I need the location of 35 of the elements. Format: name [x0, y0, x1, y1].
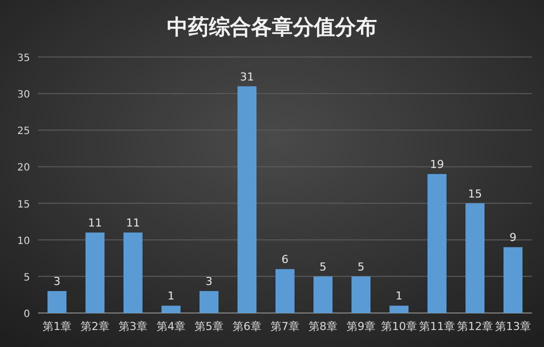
x-tick-label: 第13章: [495, 320, 531, 333]
data-label: 11: [126, 216, 140, 230]
x-tick-label: 第1章: [42, 320, 72, 333]
data-label: 1: [396, 290, 402, 303]
x-tick-label: 第7章: [270, 320, 300, 333]
data-label: 19: [430, 158, 444, 172]
x-tick-label: 第11章: [419, 320, 455, 333]
y-tick-label: 30: [17, 90, 30, 101]
x-tick-label: 第12章: [457, 320, 493, 333]
x-tick-label: 第8章: [308, 320, 338, 333]
data-label: 5: [358, 260, 364, 274]
data-label: 31: [240, 70, 254, 84]
x-tick-label: 第2章: [80, 320, 110, 333]
x-tick-label: 第6章: [232, 320, 262, 333]
data-label: 1: [168, 290, 174, 303]
x-tick-label: 第5章: [194, 320, 224, 333]
x-tick-label: 第4章: [156, 320, 186, 333]
y-tick-label: 20: [17, 162, 30, 174]
data-label: 6: [282, 253, 288, 266]
y-tick-label: 25: [17, 126, 30, 138]
x-tick-label: 第9章: [346, 320, 376, 333]
y-tick-label: 35: [17, 53, 30, 64]
data-label: 3: [54, 275, 60, 288]
x-tick-label: 第3章: [118, 320, 148, 333]
y-tick-label: 15: [17, 199, 30, 210]
data-label: 5: [320, 260, 326, 274]
chart-title: 中药综合各章分值分布: [167, 15, 377, 39]
y-tick-label: 10: [17, 236, 30, 247]
data-label: 9: [510, 231, 516, 244]
y-tick-label: 0: [24, 309, 30, 320]
data-label: 15: [468, 187, 482, 200]
x-tick-label: 第10章: [381, 320, 417, 333]
data-label: 11: [88, 216, 102, 230]
data-label: 3: [206, 275, 212, 288]
y-tick-label: 5: [24, 272, 30, 284]
